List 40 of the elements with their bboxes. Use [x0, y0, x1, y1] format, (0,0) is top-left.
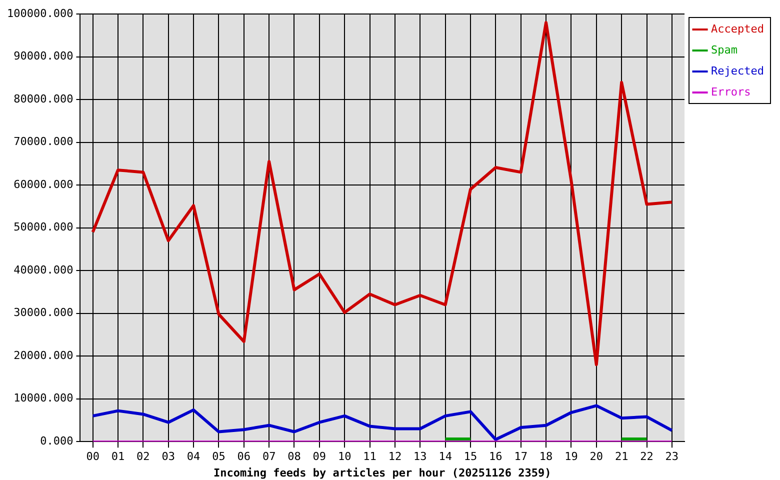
y-tick-label: 10000.000 — [14, 392, 74, 405]
legend-label: Rejected — [711, 64, 764, 78]
y-tick-label: 60000.000 — [14, 178, 74, 191]
y-tick-label: 50000.000 — [14, 220, 74, 234]
y-tick-label: 0.000 — [40, 434, 74, 448]
x-tick-label: 22 — [640, 450, 654, 464]
x-tick-label: 23 — [665, 450, 679, 464]
x-tick-label: 20 — [590, 450, 604, 464]
y-tick-label: 90000.000 — [14, 50, 74, 63]
x-tick-label: 04 — [186, 450, 201, 464]
y-tick-label: 40000.000 — [14, 263, 74, 276]
x-tick-label: 21 — [614, 450, 628, 464]
x-tick-label: 14 — [438, 450, 452, 464]
x-tick-label: 17 — [514, 450, 528, 464]
y-tick-label: 100000.000 — [6, 6, 74, 20]
x-tick-label: 01 — [111, 450, 125, 464]
x-tick-label: 13 — [414, 450, 427, 464]
y-tick-label: 80000.000 — [14, 92, 74, 106]
x-axis-title: Incoming feeds by articles per hour (20251126 2359) — [213, 466, 552, 480]
x-tick-label: 06 — [237, 450, 251, 464]
x-tick-label: 00 — [86, 450, 100, 464]
x-tick-label: 10 — [338, 450, 352, 464]
x-tick-label: 03 — [162, 450, 175, 464]
y-tick-label: 20000.000 — [14, 348, 74, 362]
x-tick-label: 16 — [489, 450, 502, 464]
y-tick-label: 70000.000 — [14, 135, 74, 148]
x-tick-label: 19 — [564, 450, 578, 464]
x-tick-label: 15 — [464, 450, 478, 464]
x-tick-label: 07 — [262, 450, 276, 464]
x-tick-label: 08 — [288, 450, 301, 464]
x-tick-label: 09 — [312, 450, 326, 464]
x-tick-label: 05 — [212, 450, 226, 464]
x-tick-label: 12 — [388, 450, 402, 464]
x-tick-label: 11 — [363, 450, 376, 464]
legend-label: Accepted — [711, 22, 764, 36]
y-tick-label: 30000.000 — [14, 306, 74, 320]
x-tick-label: 02 — [136, 450, 150, 464]
legend-label: Spam — [711, 43, 738, 56]
legend-label: Errors — [711, 85, 751, 98]
x-tick-label: 18 — [539, 450, 553, 464]
